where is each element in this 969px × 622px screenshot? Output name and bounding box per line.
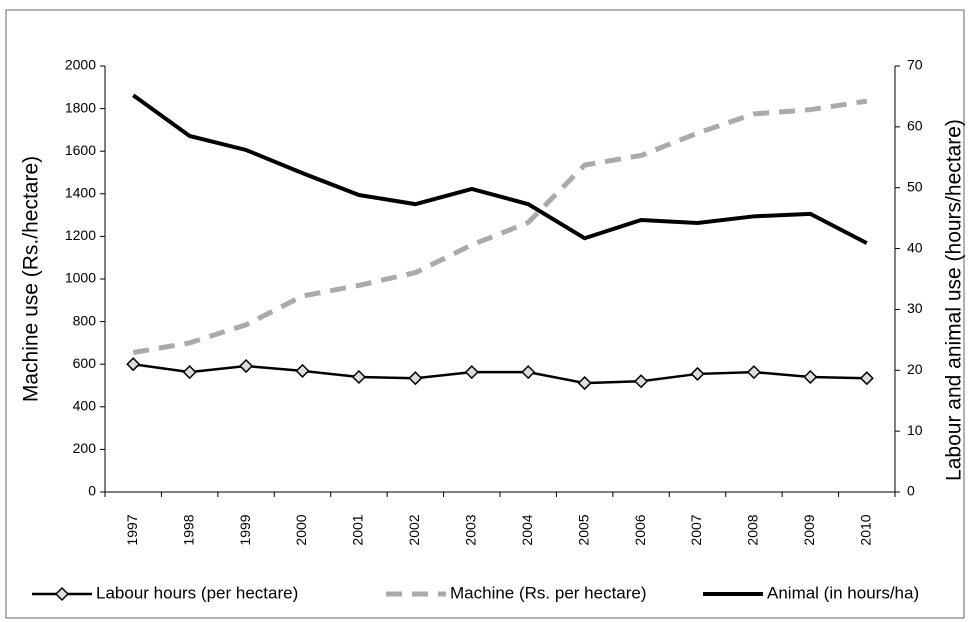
point-marker [239, 358, 254, 374]
y-tick-label: 0 [88, 483, 96, 499]
x-tick-label: 1999 [237, 514, 253, 545]
y2-tick-label: 0 [907, 483, 915, 499]
point-marker [803, 369, 818, 385]
y-axis-label: Machine use (Rs./hectare) [20, 156, 43, 402]
y-tick-label: 800 [73, 312, 97, 328]
legend-label: Animal (in hours/ha) [767, 583, 919, 602]
x-tick-label: 1998 [180, 514, 196, 545]
y-tick-label: 400 [73, 398, 97, 414]
x-tick-label: 2009 [801, 514, 817, 545]
x-tick-label: 2007 [688, 514, 704, 545]
y-tick-label: 2000 [65, 57, 96, 73]
y-tick-label: 1800 [65, 99, 96, 115]
y2-tick-label: 50 [907, 178, 923, 194]
y2-tick-label: 10 [907, 422, 923, 438]
y2-tick-label: 20 [907, 361, 923, 377]
x-tick-label: 2002 [406, 514, 422, 545]
point-marker [126, 357, 141, 372]
x-tick-label: 2000 [293, 514, 309, 545]
x-tick-label: 2006 [632, 514, 648, 545]
x-tick-label: 2010 [857, 514, 873, 545]
series-line [132, 93, 868, 245]
y2-axis-label: Labour and animal use (hours/hectare) [943, 119, 966, 481]
chart-border [5, 9, 965, 619]
point-marker [577, 376, 592, 391]
y2-tick-label: 30 [907, 300, 923, 316]
x-tick-label: 1997 [124, 514, 140, 545]
x-tick-label: 2008 [745, 514, 761, 545]
y-tick-label: 1400 [65, 185, 96, 201]
x-tick-label: 2005 [575, 514, 591, 545]
legend-label: Labour hours (per hectare) [96, 583, 298, 602]
y2-tick-label: 60 [907, 118, 923, 134]
point-marker [295, 363, 310, 378]
x-tick-label: 2003 [462, 514, 478, 545]
legend-marker [54, 586, 70, 602]
point-marker [859, 371, 874, 386]
point-marker [408, 371, 423, 386]
point-marker [690, 366, 705, 381]
point-marker [182, 365, 197, 380]
y2-tick-label: 40 [907, 239, 923, 255]
y2-tick-label: 70 [907, 57, 923, 73]
x-tick-label: 2004 [519, 514, 535, 545]
point-marker [746, 365, 761, 380]
y-tick-label: 1000 [65, 270, 96, 286]
legend-label: Machine (Rs. per hectare) [450, 583, 647, 602]
y-tick-label: 600 [73, 355, 97, 371]
point-marker [464, 365, 479, 380]
y-tick-label: 1600 [65, 142, 96, 158]
point-marker [351, 369, 366, 385]
x-tick-label: 2001 [350, 514, 366, 545]
y-tick-label: 1200 [65, 227, 96, 243]
point-marker [634, 374, 649, 389]
y-tick-label: 200 [73, 440, 97, 456]
point-marker [521, 365, 536, 380]
series-line [133, 362, 867, 385]
